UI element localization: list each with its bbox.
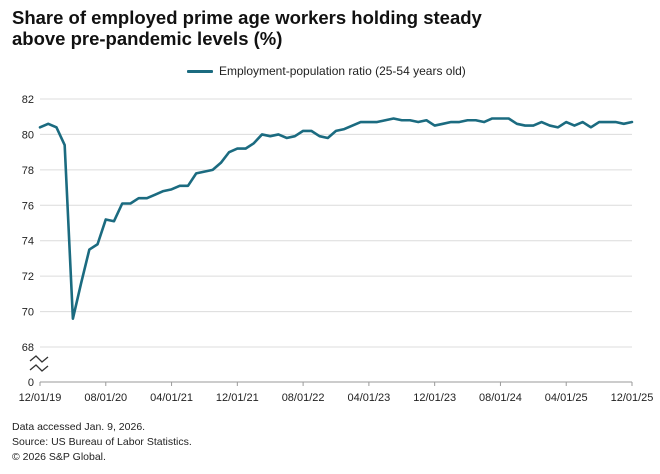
y-tick-label: 78 [22,165,34,177]
x-tick-label: 08/01/24 [479,392,522,404]
y-tick-label: 68 [22,342,34,354]
legend-label: Employment-population ratio (25-54 years… [219,64,466,78]
y-tick-label: 74 [22,236,34,248]
chart-title: Share of employed prime age workers hold… [12,7,572,49]
y-tick-label: 70 [22,307,34,319]
footer-copyright: © 2026 S&P Global. [12,451,106,463]
legend: Employment-population ratio (25-54 years… [187,64,466,78]
x-tick-label: 08/01/22 [282,392,325,404]
x-tick-label: 04/01/23 [347,392,390,404]
x-tick-label: 12/01/23 [413,392,456,404]
axis-break-icon [29,364,49,372]
y-tick-label: 76 [22,200,34,212]
axis-break-mask [28,352,50,374]
y-tick-label: 72 [22,271,34,283]
footer: Data accessed Jan. 9, 2026. Source: US B… [12,420,192,465]
x-tick-label: 12/01/19 [19,392,62,404]
chart-title-line-2: above pre-pandemic levels (%) [12,28,283,49]
y-tick-label: 82 [22,94,34,106]
footer-source: Source: US Bureau of Labor Statistics. [12,436,192,448]
y-tick-label: 0 [28,377,34,389]
legend-swatch [187,69,213,73]
x-tick-label: 08/01/20 [84,392,127,404]
series-line-0 [38,117,634,320]
axis-break-icon [29,355,49,363]
x-tick-label: 04/01/25 [545,392,588,404]
chart-title-line-1: Share of employed prime age workers hold… [12,7,482,28]
x-tick-label: 04/01/21 [150,392,193,404]
y-tick-label: 80 [22,129,34,141]
footer-accessed: Data accessed Jan. 9, 2026. [12,421,146,433]
x-tick-label: 12/01/25 [611,392,654,404]
x-tick-label: 12/01/21 [216,392,259,404]
